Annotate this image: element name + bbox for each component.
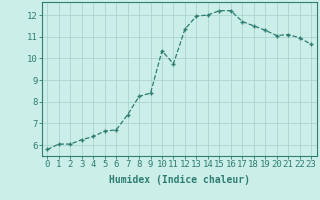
- X-axis label: Humidex (Indice chaleur): Humidex (Indice chaleur): [109, 175, 250, 185]
